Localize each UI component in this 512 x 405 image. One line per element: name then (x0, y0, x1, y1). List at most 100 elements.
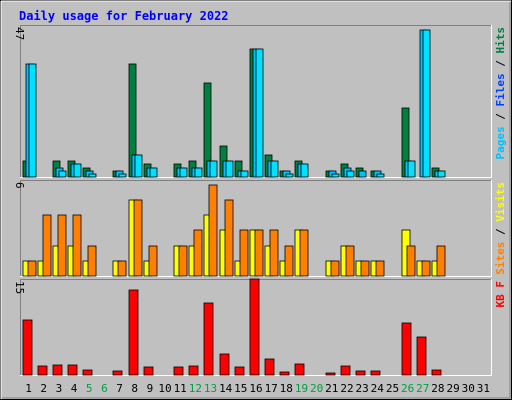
bar-visits-sites-day-21 (330, 260, 340, 277)
bar-visits-sites-day-23 (360, 260, 370, 277)
x-tick-label-day-7: 7 (116, 382, 123, 395)
chart-title: Daily usage for February 2022 (19, 9, 229, 23)
bar-hits-pages-day-26 (407, 160, 416, 178)
bar-visits-sites-day-2 (42, 214, 52, 277)
bar-visits-sites-day-1 (27, 260, 37, 277)
bar-kbytes-kb-f-day-18 (279, 371, 290, 376)
x-tick-label-day-27: 27 (416, 382, 429, 395)
x-tick-label-day-18: 18 (280, 382, 293, 395)
bar-hits-pages-day-12 (194, 167, 203, 178)
x-tick-label-day-25: 25 (386, 382, 399, 395)
x-tick-label-day-6: 6 (101, 382, 108, 395)
bar-hits-files-day-23 (358, 170, 367, 178)
bar-kbytes-kb-f-day-24 (370, 370, 381, 376)
legend-part-visits-1: / (494, 222, 507, 242)
legend-part-hits-0: Pages (494, 126, 507, 159)
bar-visits-sites-day-16 (254, 229, 264, 277)
bar-kbytes-kb-f-day-23 (355, 370, 366, 376)
bar-hits-pages-day-9 (149, 167, 158, 178)
legend-part-hits-3: / (494, 54, 507, 74)
bar-visits-sites-day-8 (133, 199, 143, 277)
bar-hits-pages-day-14 (225, 160, 234, 178)
x-tick-label-day-3: 3 (56, 382, 63, 395)
bar-visits-sites-day-5 (87, 245, 97, 277)
x-tick-label-day-12: 12 (189, 382, 202, 395)
legend-part-visits-0: Sites (494, 242, 507, 275)
x-tick-label-day-8: 8 (131, 382, 138, 395)
bar-hits-pages-day-11 (179, 167, 188, 178)
x-tick-label-day-1: 1 (25, 382, 32, 395)
bar-hits-pages-day-5 (88, 173, 97, 178)
bar-visits-sites-day-17 (269, 229, 279, 277)
bar-kbytes-kb-f-day-22 (340, 365, 351, 376)
x-tick-label-day-11: 11 (174, 382, 187, 395)
x-tick-label-day-21: 21 (325, 382, 338, 395)
x-tick-label-day-23: 23 (355, 382, 368, 395)
panel-kbytes: 15 KB F (13, 278, 507, 376)
bar-visits-sites-day-26 (406, 245, 416, 277)
bar-kbytes-kb-f-day-14 (219, 353, 230, 376)
bar-hits-pages-day-16 (255, 48, 264, 178)
x-tick-label-day-13: 13 (204, 382, 217, 395)
bar-visits-sites-day-13 (208, 184, 218, 277)
x-tick-label-day-9: 9 (147, 382, 154, 395)
x-tick-label-day-26: 26 (401, 382, 414, 395)
bar-kbytes-kb-f-day-11 (173, 366, 184, 376)
x-tick-label-day-2: 2 (40, 382, 47, 395)
x-tick-label-day-10: 10 (158, 382, 171, 395)
bar-kbytes-kb-f-day-1 (22, 319, 33, 376)
legend-part-hits-4: Hits (494, 27, 507, 54)
x-tick-label-day-15: 15 (234, 382, 247, 395)
x-tick-label-day-4: 4 (71, 382, 78, 395)
bar-kbytes-kb-f-day-2 (37, 365, 48, 376)
bar-hits-pages-day-18 (285, 173, 294, 178)
bar-kbytes-kb-f-day-21 (325, 372, 336, 376)
bar-visits-sites-day-7 (117, 260, 127, 277)
bar-hits-pages-day-22 (346, 170, 355, 178)
y-max-label-hits: 47 (13, 27, 26, 40)
bar-visits-sites-day-24 (375, 260, 385, 277)
x-tick-label-day-5: 5 (86, 382, 93, 395)
bar-hits-pages-day-24 (376, 173, 385, 178)
bar-kbytes-kb-f-day-17 (264, 358, 275, 376)
bar-kbytes-kb-f-day-12 (188, 365, 199, 376)
bar-kbytes-kb-f-day-8 (128, 289, 139, 376)
bar-kbytes-kb-f-day-9 (143, 366, 154, 376)
bar-visits-sites-day-3 (57, 214, 67, 277)
panel-hits: 47 Pages / Files / Hits (13, 25, 507, 178)
bar-hits-pages-day-17 (270, 160, 279, 178)
x-tick-label-day-24: 24 (371, 382, 385, 395)
bar-hits-pages-day-19 (300, 163, 309, 178)
bar-hits-pages-day-15 (240, 170, 249, 178)
bar-visits-sites-day-11 (178, 245, 188, 277)
x-tick-label-day-19: 19 (295, 382, 308, 395)
bar-visits-sites-day-4 (72, 214, 82, 277)
legend-label-hits: Pages / Files / Hits (494, 27, 507, 160)
y-max-label-visits: 6 (13, 182, 26, 189)
bar-kbytes-kb-f-day-15 (234, 366, 245, 376)
x-tick-label-day-17: 17 (265, 382, 278, 395)
bar-kbytes-kb-f-day-7 (112, 370, 123, 376)
bar-visits-sites-day-14 (224, 199, 234, 277)
bar-visits-sites-day-9 (148, 245, 158, 277)
bar-kbytes-kb-f-day-13 (203, 302, 214, 376)
legend-part-hits-2: Files (494, 73, 507, 106)
x-tick-label-day-16: 16 (249, 382, 262, 395)
bar-visits-sites-day-15 (239, 229, 249, 277)
bar-kbytes-kb-f-day-26 (401, 322, 412, 376)
y-max-label-kbytes: 15 (13, 281, 26, 294)
x-tick-label-day-31: 31 (477, 382, 490, 395)
bar-visits-sites-day-28 (436, 245, 446, 277)
x-axis-labels: 1 2 3 4 5 6 7 8 9 10 11 12 13 14 15 16 17 18 19 20 21 22 23 24 2… (25, 382, 490, 395)
bar-kbytes-kb-f-day-3 (52, 364, 63, 376)
bar-hits-pages-day-1 (28, 63, 37, 178)
bar-hits-pages-day-13 (209, 160, 218, 178)
bar-visits-sites-day-27 (421, 260, 431, 277)
bar-kbytes-kb-f-day-28 (431, 369, 442, 376)
legend-label-visits: Sites / Visits (494, 182, 507, 275)
bar-kbytes-kb-f-day-27 (416, 336, 427, 376)
legend-part-kbytes-0: KB F (494, 281, 507, 308)
bar-kbytes-kb-f-day-16 (249, 278, 260, 376)
bar-visits-sites-day-18 (284, 245, 294, 277)
